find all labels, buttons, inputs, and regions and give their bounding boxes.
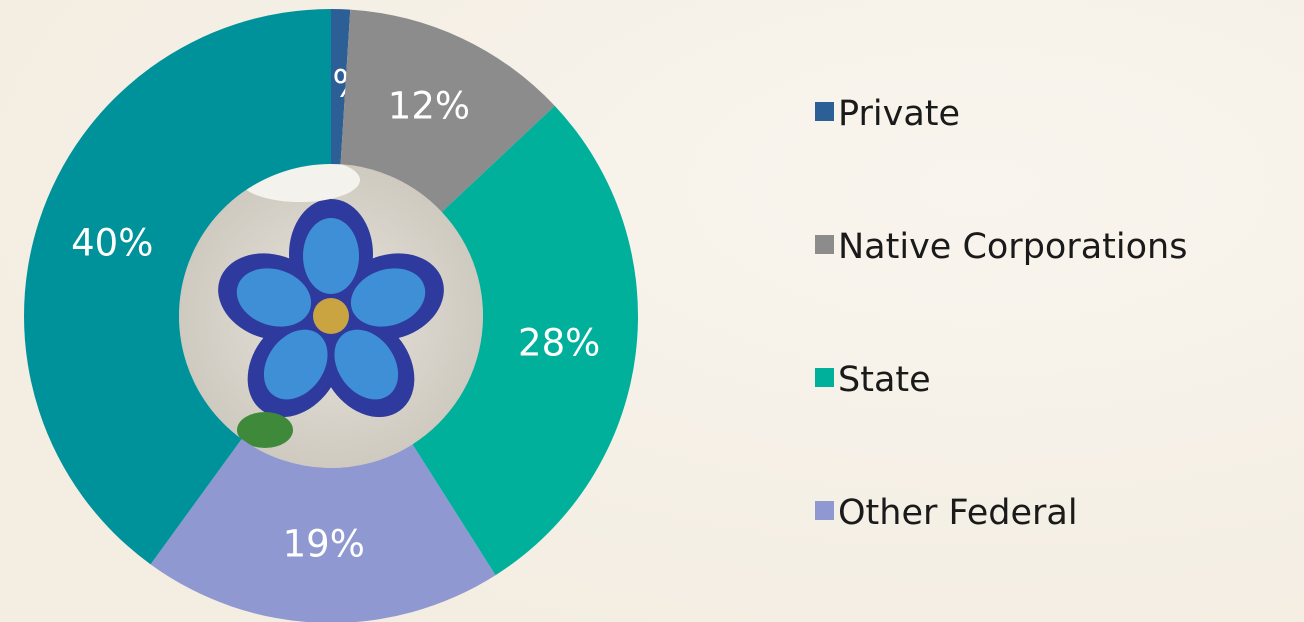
data-label: 40% (71, 221, 153, 264)
chart: 1%12%28%19%40%PrivateNative Corporations… (0, 0, 1304, 622)
page: {"chart_data": {"type": "donut", "catego… (0, 0, 1304, 622)
legend-label: Private (838, 94, 960, 134)
legend-label: State (838, 360, 931, 400)
legend-swatch (815, 235, 834, 254)
data-label: 28% (518, 321, 600, 364)
data-label: 19% (283, 522, 365, 565)
legend-swatch (815, 102, 834, 121)
data-label: 12% (388, 84, 470, 127)
legend-label: Native Corporations (838, 227, 1187, 267)
legend-swatch (815, 501, 834, 520)
legend-label: Other Federal (838, 493, 1078, 533)
legend-swatch (815, 368, 834, 387)
